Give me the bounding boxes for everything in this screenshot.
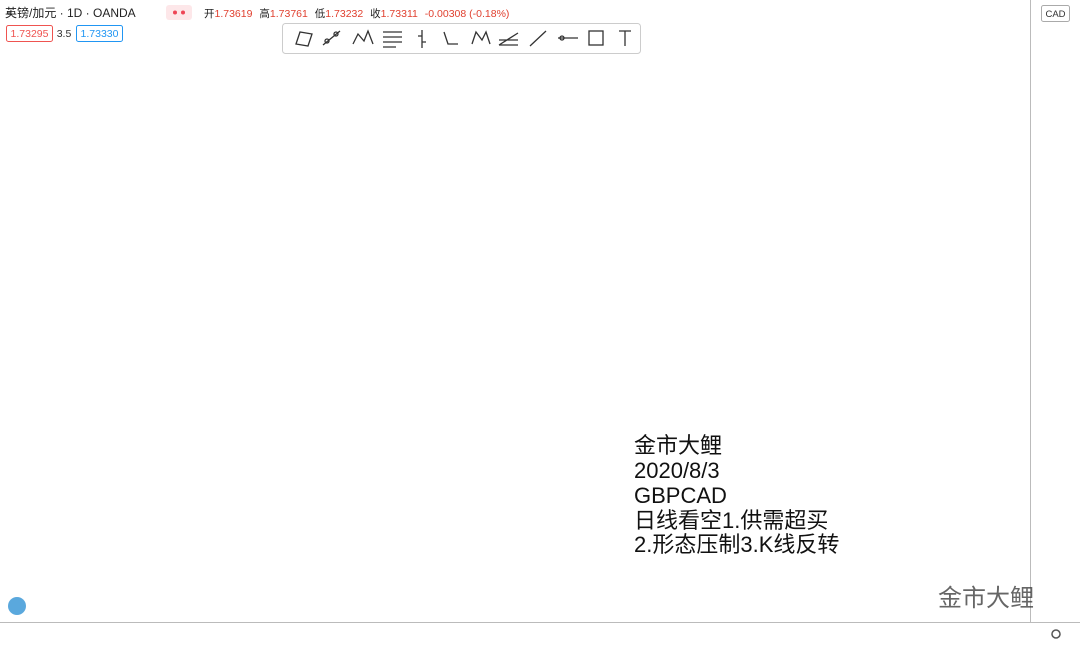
symbol: 英镑/加元 · 1D · OANDA <box>5 5 136 20</box>
sell-button[interactable] <box>6 25 53 42</box>
annotation-line: GBPCAD <box>634 483 727 508</box>
settings[interactable] <box>1051 629 1061 639</box>
tool-button[interactable] <box>529 30 547 47</box>
annotation: 金市大鲤 2020/8/3 GBPCAD 日线看空1.供需超买 2.形态压制3.… <box>634 433 839 557</box>
low-label: 低 <box>315 7 326 20</box>
tool-button[interactable] <box>418 30 426 48</box>
drawing-toolbar <box>282 23 641 54</box>
tool-button[interactable] <box>588 30 604 46</box>
open: 1.73619 <box>215 8 253 20</box>
annotation-line: 金市大鲤 <box>634 433 722 458</box>
header: 英镑/加元 · 1D · OANDA 开1.73619 高1.73761 低1.… <box>5 5 1070 42</box>
currency-box[interactable] <box>1041 5 1070 22</box>
watermark: 金市大鲤 <box>938 585 1034 612</box>
close: 1.73311 <box>381 8 418 20</box>
logo[interactable] <box>8 597 26 615</box>
status-dot <box>181 10 185 15</box>
toolbar <box>282 23 641 54</box>
tool-button[interactable] <box>322 30 341 46</box>
close-label: 收 <box>370 7 381 20</box>
high: 1.73761 <box>270 8 308 20</box>
tool-button[interactable] <box>383 31 402 48</box>
buy-price[interactable]: 1.73330 <box>81 28 119 40</box>
open-label: 开 <box>204 8 215 20</box>
tool-button[interactable] <box>352 29 374 45</box>
tool-button[interactable] <box>443 31 458 45</box>
status-dot <box>173 10 177 15</box>
spread: 3.5 <box>57 28 72 40</box>
tool-button[interactable] <box>295 31 313 47</box>
tool-button[interactable] <box>471 30 491 45</box>
tool-button[interactable] <box>619 30 631 46</box>
dot <box>7 11 11 15</box>
tool-button[interactable] <box>498 32 519 46</box>
ohlc-info: 开1.73619 高1.73761 低1.73232 收1.73311 -0.0… <box>204 7 509 20</box>
annotation-line: 日线看空1.供需超买 <box>634 508 828 533</box>
sell-price[interactable]: 1.73295 <box>11 28 49 40</box>
buy-button[interactable] <box>76 25 123 42</box>
annotation-line: 2020/8/3 <box>634 458 720 483</box>
high-label: 高 <box>259 7 270 20</box>
low: 1.73232 <box>325 8 363 20</box>
annotation-line: 2.形态压制3.K线反转 <box>634 532 839 557</box>
tool-button[interactable] <box>558 35 578 41</box>
change: -0.00308 (-0.18%) <box>425 8 510 20</box>
currency[interactable]: CAD <box>1045 9 1065 20</box>
status <box>166 5 192 20</box>
